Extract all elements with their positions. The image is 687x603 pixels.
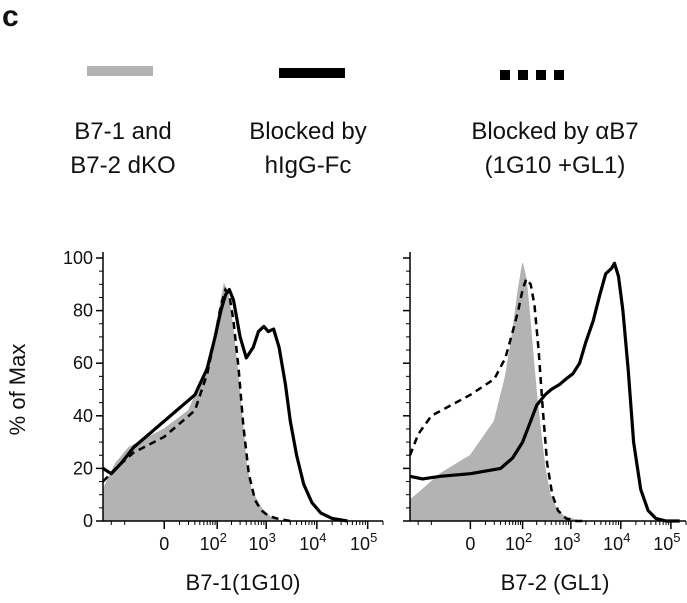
x-tick-label: 102 — [200, 530, 227, 554]
y-tick-label: 60 — [73, 353, 93, 373]
legend-label-line1: Blocked by αB7 — [471, 118, 639, 145]
x-tick-label: 104 — [603, 530, 630, 554]
legend-label-line1: B7-1 and — [74, 118, 172, 145]
histogram-panel-1: 0 20 40 60 80 100 0 102 103 104 105 B7-1(1G10) % of … — [5, 248, 384, 595]
series-dko-filled — [409, 263, 595, 522]
panel-letter: c — [2, 0, 19, 33]
y-tick-label: 0 — [83, 511, 93, 531]
x-tick-label: 0 — [159, 534, 169, 554]
series-ab7-dashed — [408, 276, 586, 523]
y-axis-label: % of Max — [5, 344, 30, 436]
legend-label-line2: B7-2 dKO — [70, 152, 176, 179]
y-tick-label: 100 — [63, 248, 93, 268]
series-ab7-dashed — [102, 286, 291, 523]
legend-label-ab7: Blocked by αB7 (1G10 +GL1) — [430, 115, 680, 183]
histogram-panel-2: 0 102 103 104 105 B7-2 (GL1) — [403, 252, 687, 595]
x-tick-label: 105 — [350, 530, 377, 554]
x-tick-label: 0 — [465, 534, 475, 554]
x-axis-label: B7-1(1G10) — [186, 570, 301, 595]
x-tick-label: 105 — [653, 530, 680, 554]
x-tick-label: 103 — [249, 530, 276, 554]
series-higg-fc-solid — [409, 261, 680, 523]
legend-label-line1: Blocked by — [249, 118, 367, 145]
y-tick-label: 20 — [73, 458, 93, 478]
x-tick-label: 104 — [299, 530, 326, 554]
legend-label-line2: hIgG-Fc — [264, 152, 352, 179]
legend-swatches — [87, 66, 572, 80]
legend-label-line2: (1G10 +GL1) — [484, 152, 626, 179]
legend-label-dko: B7-1 and B7-2 dKO — [38, 115, 208, 183]
x-axis-label: B7-2 (GL1) — [501, 570, 610, 595]
x-tick-label: 102 — [505, 530, 532, 554]
y-tick-label: 80 — [73, 301, 93, 321]
y-tick-label: 40 — [73, 406, 93, 426]
x-tick-label: 103 — [553, 530, 580, 554]
series-higg-fc-solid — [102, 288, 348, 523]
series-dko-filled — [102, 282, 302, 522]
legend-label-higg-fc: Blocked by hIgG-Fc — [218, 115, 398, 183]
